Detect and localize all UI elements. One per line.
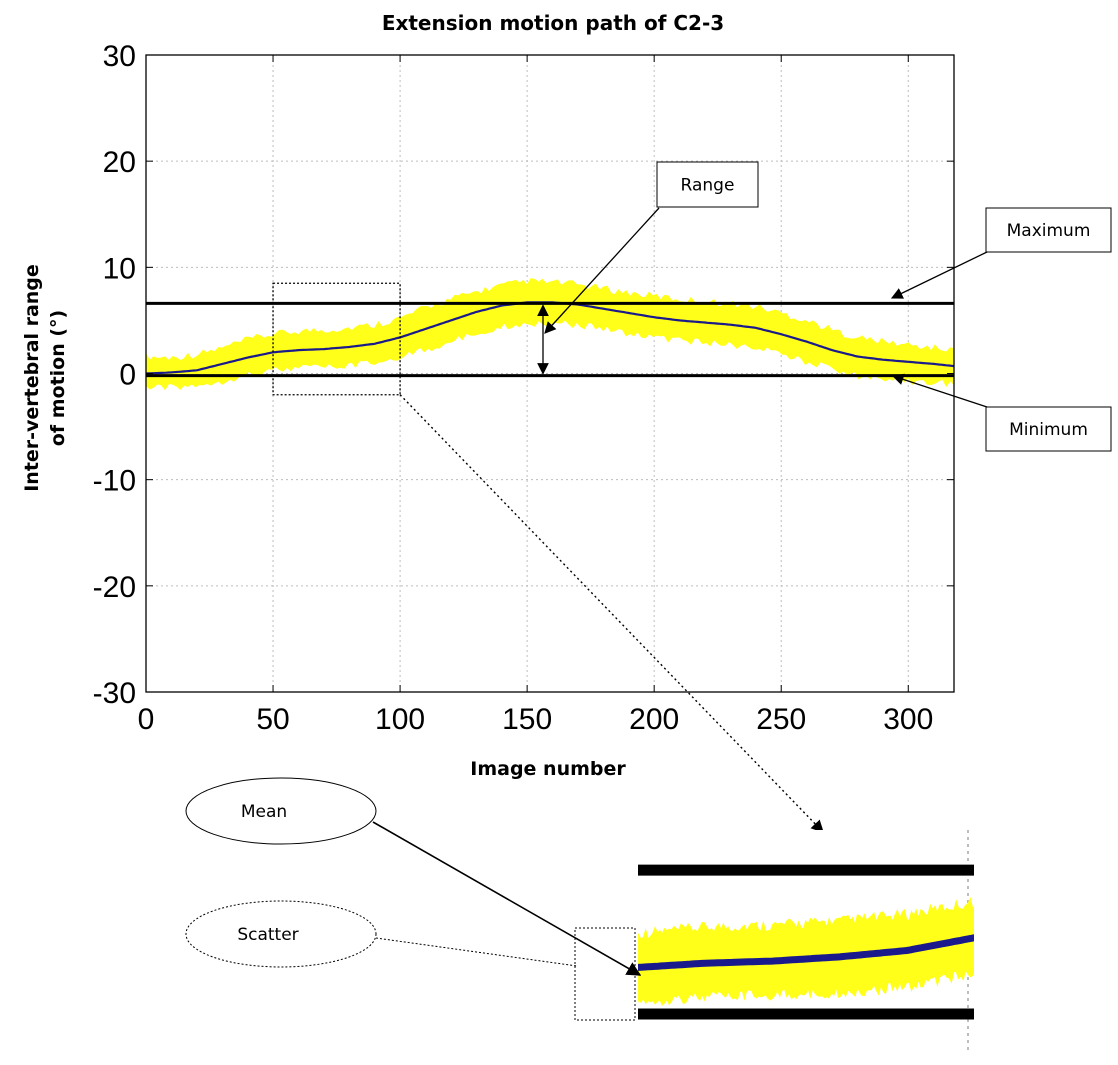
scatter-callout-label: Scatter bbox=[237, 925, 298, 945]
minimum-callout-box bbox=[985, 406, 1112, 452]
y-axis-label-line2: of motion (°) bbox=[47, 310, 69, 446]
y-tick-label: -10 bbox=[93, 465, 136, 498]
maximum-callout-pointer bbox=[890, 251, 988, 299]
scatter-callout-pointer bbox=[375, 937, 578, 967]
annotations: Range Maximum Minimum Mean Scatter bbox=[185, 161, 1112, 968]
range-callout-box bbox=[656, 161, 759, 208]
y-tick-label: -30 bbox=[93, 677, 136, 710]
minimum-callout-label: Minimum bbox=[1009, 420, 1088, 440]
x-axis-label: Image number bbox=[470, 758, 626, 780]
x-tick-label: 200 bbox=[629, 703, 679, 736]
mean-callout-pointer bbox=[372, 821, 642, 976]
inset-mean-line bbox=[638, 934, 974, 971]
x-tick-label: 50 bbox=[256, 703, 289, 736]
zoom-inset bbox=[372, 821, 974, 1052]
x-tick-label: 0 bbox=[138, 703, 155, 736]
zoom-box bbox=[272, 282, 401, 396]
inset-scatter-band bbox=[638, 896, 974, 1006]
zoom-inset-content bbox=[638, 830, 974, 1052]
scatter-band bbox=[146, 278, 954, 391]
range-callout-pointer bbox=[544, 207, 660, 334]
scatter-callout-ellipse bbox=[185, 900, 377, 968]
y-axis-label-line1: Inter-vertebral range bbox=[21, 264, 43, 492]
scatter-callout-box bbox=[574, 927, 636, 1021]
zoom-connector-arrow bbox=[399, 394, 824, 833]
y-tick-label: 20 bbox=[103, 146, 136, 179]
mean-callout-ellipse bbox=[185, 777, 377, 845]
x-tick-label: 100 bbox=[375, 703, 425, 736]
x-tick-label: 300 bbox=[883, 703, 933, 736]
y-tick-label: 10 bbox=[103, 252, 136, 285]
mean-callout-label: Mean bbox=[241, 802, 287, 822]
y-tick-label: 30 bbox=[103, 40, 136, 73]
y-tick-label: -20 bbox=[93, 571, 136, 604]
maximum-callout-box bbox=[985, 207, 1112, 253]
chart-title: Extension motion path of C2-3 bbox=[382, 11, 724, 35]
x-tick-label: 250 bbox=[756, 703, 806, 736]
plot-area bbox=[146, 278, 954, 391]
minimum-callout-pointer bbox=[891, 373, 988, 408]
grid-lines bbox=[146, 55, 954, 692]
range-callout-label: Range bbox=[681, 176, 735, 196]
y-tick-label: 0 bbox=[119, 359, 136, 392]
x-tick-label: 150 bbox=[502, 703, 552, 736]
maximum-callout-label: Maximum bbox=[1007, 221, 1091, 241]
